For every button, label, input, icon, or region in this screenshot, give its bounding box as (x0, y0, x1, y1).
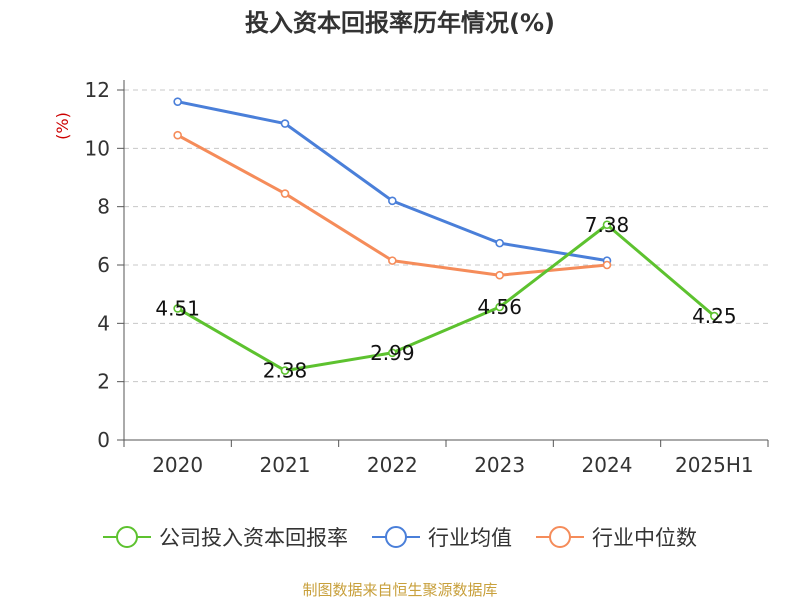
chart-title: 投入资本回报率历年情况(%) (245, 9, 555, 37)
legend-marker (549, 526, 571, 548)
data-label: 2.38 (263, 359, 308, 383)
series-1 (173, 97, 612, 265)
data-label: 4.25 (692, 304, 737, 328)
legend-item: 行业均值 (372, 526, 512, 550)
data-point (388, 196, 397, 206)
legend-item: 行业中位数 (536, 526, 697, 550)
x-tick-label: 2020 (152, 453, 203, 477)
gridlines (124, 89, 768, 383)
legend-label: 公司投入资本回报率 (159, 526, 348, 550)
data-label: 4.56 (477, 295, 522, 319)
data-point (280, 366, 290, 375)
data-point (280, 189, 290, 198)
y-tick-label: 0 (97, 428, 110, 452)
x-tick-label: 2024 (582, 453, 633, 477)
data-point (495, 270, 504, 280)
data-point (388, 348, 397, 358)
data-label: 7.38 (585, 213, 630, 237)
data-label: 4.51 (155, 296, 200, 320)
data-label: 2.99 (370, 341, 415, 365)
y-tick-label: 12 (85, 78, 110, 102)
data-point (495, 302, 504, 312)
y-axis-unit-label: (%) (53, 112, 72, 140)
legend-marker (116, 526, 138, 548)
data-point (173, 130, 182, 140)
series-line (176, 133, 608, 277)
legend-marker (385, 526, 407, 548)
legend: 公司投入资本回报率 行业均值 行业中位数 (103, 526, 697, 550)
x-tick-label: 2025H1 (675, 453, 754, 477)
series-line (176, 223, 716, 373)
data-labels: 4.51 2.38 2.99 4.56 7.38 4.25 (155, 213, 736, 383)
data-point (602, 220, 612, 230)
series-0 (173, 220, 719, 375)
data-point (602, 260, 612, 270)
x-tick-label: 2021 (260, 453, 311, 477)
y-tick-label: 4 (97, 311, 110, 335)
data-point (173, 304, 182, 313)
legend-item: 公司投入资本回报率 (103, 526, 348, 550)
y-tick-label: 8 (97, 195, 110, 219)
axes: 0 2 4 6 8 10 12 2020 2021 2022 2023 2024 2025H1 (85, 78, 769, 477)
data-point (280, 119, 290, 128)
source-note: 制图数据来自恒生聚源数据库 (302, 581, 497, 599)
series-group (173, 97, 719, 375)
data-point (495, 238, 504, 248)
legend-label: 行业中位数 (592, 526, 697, 550)
series-2 (173, 130, 612, 280)
data-point (388, 256, 397, 265)
y-tick-label: 10 (85, 136, 110, 160)
series-line (177, 100, 608, 263)
y-tick-label: 2 (97, 370, 110, 394)
data-point (173, 97, 182, 106)
legend-label: 行业均值 (428, 526, 512, 550)
data-point (710, 311, 719, 321)
y-tick-label: 6 (97, 253, 110, 277)
x-tick-label: 2023 (474, 453, 525, 477)
x-tick-label: 2022 (367, 453, 418, 477)
